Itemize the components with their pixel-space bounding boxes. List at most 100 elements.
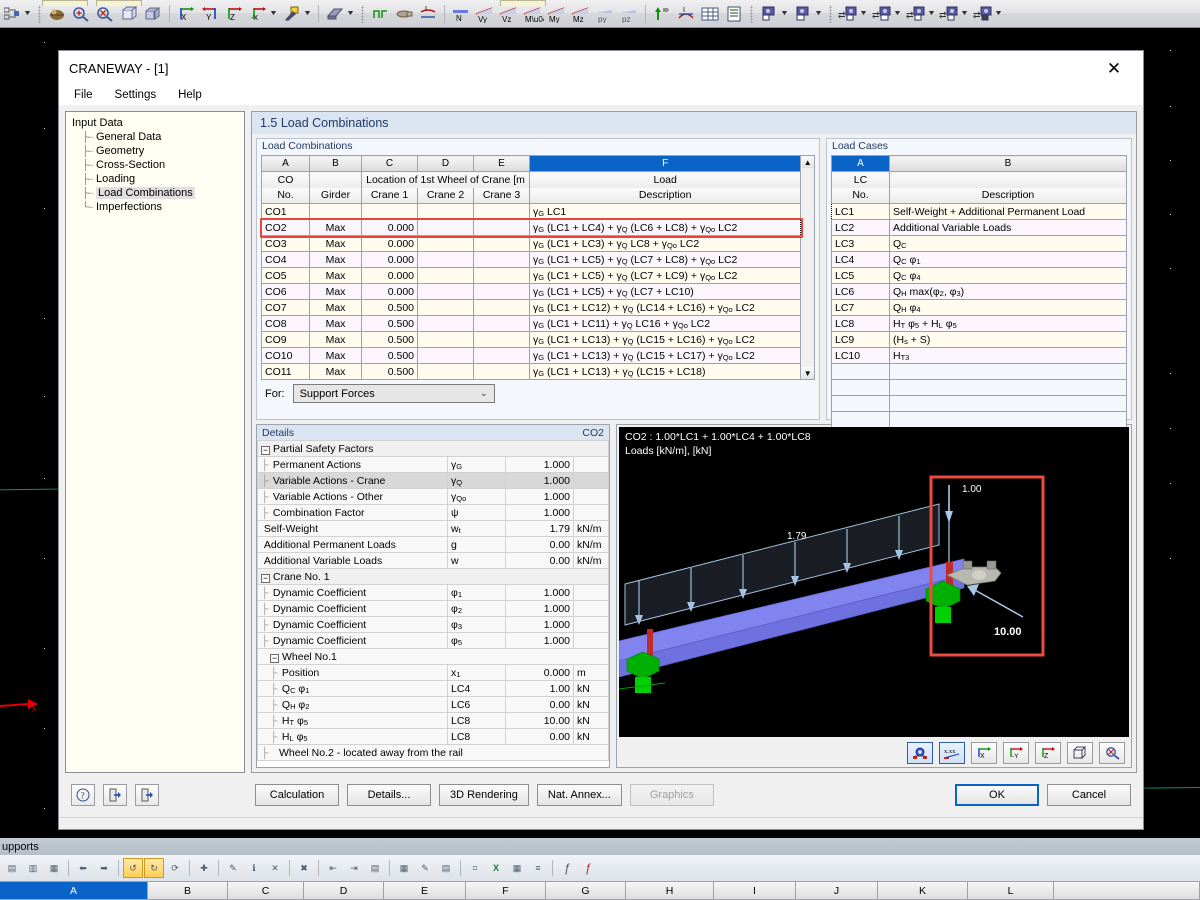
- table-row[interactable]: LC10 HT3: [831, 347, 1127, 364]
- bottom-column-header-B[interactable]: B: [148, 882, 228, 900]
- cell-empty[interactable]: [889, 411, 1127, 428]
- cell-crane2[interactable]: [417, 347, 474, 364]
- cell-lc-description[interactable]: QC φ1: [889, 251, 1127, 268]
- cell-crane3[interactable]: [473, 299, 530, 316]
- toolbar-group-results[interactable]: N Vy Vz M\u0442: [449, 1, 641, 27]
- cell-empty[interactable]: [889, 395, 1127, 412]
- cell-description[interactable]: γG (LC1 + LC13) + γQ (LC15 + LC17) + γQo…: [528, 347, 802, 364]
- cell-girder[interactable]: Max: [309, 315, 362, 332]
- support-icon[interactable]: [393, 3, 415, 25]
- view-in-negy-icon[interactable]: -Y: [1003, 742, 1029, 764]
- window-6-icon[interactable]: ⇄: [938, 3, 960, 25]
- info-row-icon[interactable]: ℹ: [252, 862, 256, 873]
- toolbar-grip[interactable]: [748, 4, 754, 23]
- table-row[interactable]: LC9 (Hs + S): [831, 331, 1127, 348]
- menu-file[interactable]: File: [74, 89, 93, 101]
- details-value[interactable]: 0.00: [505, 552, 574, 569]
- member-icon[interactable]: [369, 3, 391, 25]
- scroll-down-icon[interactable]: ▼: [801, 367, 814, 379]
- table-row-empty[interactable]: [831, 363, 1127, 380]
- details-value[interactable]: 1.00: [505, 680, 574, 697]
- cell-co-no[interactable]: CO6: [261, 283, 310, 300]
- result-vy-icon[interactable]: Vy: [474, 3, 496, 25]
- cell-girder[interactable]: [309, 203, 362, 220]
- cell-description[interactable]: γG LC1: [528, 203, 802, 220]
- isometric-view-icon[interactable]: [1067, 742, 1093, 764]
- cell-crane2[interactable]: [417, 267, 474, 284]
- help-icon[interactable]: ?: [71, 784, 95, 806]
- toolbar-group-shading[interactable]: ▼: [323, 1, 357, 27]
- details-value[interactable]: 1.000: [505, 632, 574, 649]
- details-value[interactable]: 1.000: [505, 584, 574, 601]
- refresh-icon[interactable]: ⟳: [171, 862, 179, 873]
- table-row[interactable]: CO3 Max 0.000 γG (LC1 + LC3) + γQ LC8 + γQo…: [261, 235, 802, 252]
- table-chart-icon[interactable]: ▤: [7, 862, 17, 873]
- menu-help[interactable]: Help: [178, 89, 202, 101]
- cell-crane2[interactable]: [417, 363, 474, 380]
- details-row[interactable]: ├ Permanent Actions γG 1.000: [257, 456, 609, 473]
- bottom-column-header-J[interactable]: J: [796, 882, 878, 900]
- chevron-down-icon[interactable]: ⌄: [480, 388, 488, 398]
- details-subsection-label[interactable]: − Wheel No.1: [257, 648, 609, 665]
- bottom-column-header-A[interactable]: A: [0, 882, 148, 900]
- deflection-icon[interactable]: I: [675, 3, 697, 25]
- cell-crane3[interactable]: [473, 363, 530, 380]
- insert-right-icon[interactable]: ⇥: [350, 862, 358, 873]
- deformation-icon[interactable]: I: [417, 3, 439, 25]
- dropdown-arrow-icon[interactable]: ▼: [858, 10, 868, 17]
- cell-description[interactable]: γG (LC1 + LC5) + γQ (LC7 + LC9) + γQo LC…: [528, 267, 802, 284]
- cell-empty[interactable]: [889, 363, 1127, 380]
- bottom-column-header-E[interactable]: E: [384, 882, 466, 900]
- cell-girder[interactable]: Max: [309, 283, 362, 300]
- cell-crane1[interactable]: 0.500: [361, 315, 418, 332]
- cell-description[interactable]: γG (LC1 + LC5) + γQ (LC7 + LC8) + γQo LC…: [528, 251, 802, 268]
- cell-girder[interactable]: Max: [309, 347, 362, 364]
- bottom-column-header-I[interactable]: I: [714, 882, 796, 900]
- dropdown-arrow-icon[interactable]: ▼: [994, 10, 1004, 17]
- filter-icon[interactable]: ⌗: [472, 862, 478, 873]
- view-in-x-icon[interactable]: X: [971, 742, 997, 764]
- result-mt-icon[interactable]: M\u0442: [522, 3, 544, 25]
- bottom-column-header-D[interactable]: D: [304, 882, 384, 900]
- cell-girder[interactable]: Max: [309, 299, 362, 316]
- table-grid-icon[interactable]: ▦: [399, 862, 409, 873]
- navigation-tree[interactable]: Input Data ├·· General Data ├·· Geometry ├··…: [65, 111, 245, 773]
- cell-girder[interactable]: Max: [309, 331, 362, 348]
- column-header-C[interactable]: C: [361, 155, 418, 172]
- table-row[interactable]: LC4 QC φ1: [831, 251, 1127, 268]
- cell-lc-no[interactable]: LC6: [831, 283, 890, 300]
- result-n-icon[interactable]: N: [450, 3, 472, 25]
- bottom-column-header-blank[interactable]: [1054, 882, 1200, 900]
- column-header-B[interactable]: B: [309, 155, 362, 172]
- table-row[interactable]: CO10 Max 0.500 γG (LC1 + LC13) + γQ (LC15 +…: [261, 347, 802, 364]
- graphics-canvas[interactable]: CO2 : 1.00*LC1 + 1.00*LC4 + 1.00*LC8 Loa…: [619, 427, 1129, 737]
- cell-empty[interactable]: [831, 395, 890, 412]
- undo-icon[interactable]: ↺: [123, 858, 143, 878]
- for-filter-row[interactable]: For: Support Forces ⌄: [261, 380, 815, 405]
- details-section-row[interactable]: − Partial Safety Factors: [257, 440, 609, 457]
- details-subsection-row[interactable]: − Wheel No.1: [257, 648, 609, 665]
- cell-crane1[interactable]: 0.500: [361, 299, 418, 316]
- cell-lc-description[interactable]: (Hs + S): [889, 331, 1127, 348]
- render-icon[interactable]: [46, 3, 68, 25]
- details-value[interactable]: 0.00: [505, 728, 574, 745]
- cell-co-no[interactable]: CO5: [261, 267, 310, 284]
- dropdown-arrow-icon[interactable]: ▼: [22, 10, 32, 17]
- table-row[interactable]: CO4 Max 0.000 γG (LC1 + LC5) + γQ (LC7 + LC…: [261, 251, 802, 268]
- lc-column-header-A[interactable]: A: [831, 155, 890, 172]
- insert-left-icon[interactable]: ⇤: [329, 862, 337, 873]
- details-value[interactable]: 1.000: [505, 488, 574, 505]
- cell-description[interactable]: γG (LC1 + LC11) + γQ LC16 + γQo LC2: [528, 315, 802, 332]
- next-table-icon[interactable]: ➡: [100, 862, 108, 873]
- cell-girder[interactable]: Max: [309, 251, 362, 268]
- details-section-label[interactable]: − Partial Safety Factors: [257, 440, 609, 457]
- sidebar-item-general-data[interactable]: ├·· General Data: [78, 130, 244, 144]
- window-7-icon[interactable]: ⇄: [972, 3, 994, 25]
- toolbar-group-axis[interactable]: X Y Z -X: [174, 1, 280, 27]
- cell-description[interactable]: γG (LC1 + LC12) + γQ (LC14 + LC16) + γQo…: [528, 299, 802, 316]
- dropdown-arrow-icon[interactable]: ▼: [960, 10, 970, 17]
- toolbar-group-windows-2[interactable]: ⇄ ▼ ⇄ ▼ ⇄ ▼: [836, 1, 1006, 27]
- details-row[interactable]: ├ QH φ2 LC6 0.00 kN: [257, 696, 609, 713]
- zoom-all-icon[interactable]: [1099, 742, 1125, 764]
